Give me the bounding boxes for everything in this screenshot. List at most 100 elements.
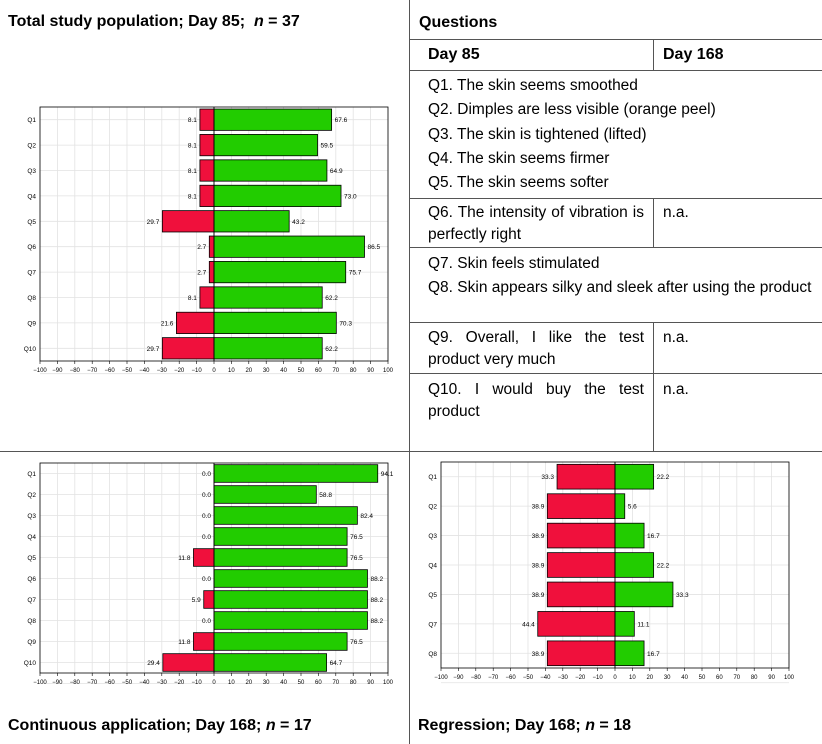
data-label-positive-q2: 58.8	[319, 492, 332, 499]
x-tick-label: 90	[367, 680, 374, 686]
category-label-q7: Q7	[27, 270, 36, 277]
x-tick-label: −100	[33, 680, 47, 686]
data-label-positive-q1: 22.2	[657, 474, 670, 481]
x-tick-label: −40	[139, 368, 150, 374]
bar-positive-q4	[213, 527, 348, 546]
x-tick-label: 70	[733, 675, 740, 681]
data-label-positive-q4: 22.2	[657, 563, 670, 570]
bar-positive-q4	[614, 552, 655, 578]
x-tick-label: −100	[33, 368, 47, 374]
question-q8: Q8. Skin appears silky and sleek after u…	[428, 279, 812, 296]
data-label-positive-q3: 82.4	[360, 513, 373, 520]
x-tick-label: −30	[157, 368, 168, 374]
category-label-q6: Q6	[27, 576, 36, 583]
x-tick-label: −50	[523, 675, 534, 681]
x-tick-label: 100	[383, 368, 394, 374]
bar-positive-q4	[213, 184, 342, 207]
x-tick-label: 100	[383, 680, 394, 686]
x-tick-label: −40	[540, 675, 551, 681]
data-label-negative-q4: 0.0	[202, 534, 211, 541]
question-q10: Q10. I would buy the test product	[428, 381, 644, 420]
data-label-negative-q6: 0.0	[202, 576, 211, 583]
table-col-rule	[653, 322, 654, 451]
x-tick-label: −10	[593, 675, 604, 681]
data-label-negative-q8: 0.0	[202, 618, 211, 625]
data-label-positive-q10: 62.2	[325, 346, 338, 353]
category-label-q2: Q2	[428, 504, 437, 511]
x-tick-label: 30	[263, 680, 270, 686]
data-label-positive-q5: 33.3	[676, 592, 689, 599]
data-label-negative-q3: 38.9	[532, 533, 545, 540]
x-tick-label: 10	[228, 680, 235, 686]
question-q7: Q7. Skin feels stimulated	[428, 255, 600, 272]
table-col-rule	[653, 198, 654, 247]
data-label-positive-q7: 75.7	[349, 270, 362, 277]
bar-negative-q10	[162, 653, 215, 672]
x-tick-label: 90	[768, 675, 775, 681]
bar-positive-q5	[213, 548, 348, 567]
category-label-q2: Q2	[27, 143, 36, 150]
bar-positive-q7	[614, 611, 635, 637]
table-col-rule	[653, 40, 654, 70]
data-label-positive-q4: 73.0	[344, 193, 357, 200]
bar-positive-q5	[213, 210, 290, 233]
bar-positive-q1	[213, 464, 379, 483]
x-tick-label: 60	[315, 368, 322, 374]
col-day85-header: Day 85	[428, 46, 480, 63]
x-tick-label: −20	[174, 680, 185, 686]
question-q5: Q5. The skin seems softer	[428, 174, 609, 191]
x-tick-label: 70	[332, 368, 339, 374]
bar-negative-q4	[546, 552, 616, 578]
bar-negative-q9	[176, 311, 215, 334]
x-tick-label: 20	[245, 680, 252, 686]
data-label-positive-q2: 59.5	[321, 143, 334, 150]
data-label-negative-q1: 0.0	[202, 471, 211, 478]
x-tick-label: 80	[350, 680, 357, 686]
data-label-negative-q10: 29.4	[147, 660, 160, 667]
x-tick-label: 50	[699, 675, 706, 681]
x-tick-label: −80	[471, 675, 482, 681]
x-tick-label: −70	[87, 680, 98, 686]
bar-positive-q7	[213, 590, 368, 609]
table-rule	[409, 39, 822, 40]
bar-negative-q2	[546, 493, 616, 519]
x-tick-label: 90	[367, 368, 374, 374]
bar-negative-q8	[199, 286, 215, 309]
data-label-negative-q7: 2.7	[197, 270, 206, 277]
x-tick-label: 50	[298, 680, 305, 686]
question-q2: Q2. Dimples are less visible (orange pee…	[428, 101, 716, 118]
questions-title: Questions	[419, 14, 498, 31]
category-label-q8: Q8	[27, 618, 36, 625]
table-rule	[409, 247, 822, 248]
bar-positive-q8	[213, 286, 323, 309]
x-tick-label: 40	[681, 675, 688, 681]
data-label-negative-q6: 2.7	[197, 244, 206, 251]
x-tick-label: 70	[332, 680, 339, 686]
x-tick-label: 100	[784, 675, 795, 681]
col-day168-header: Day 168	[663, 46, 724, 63]
bar-positive-q3	[614, 522, 645, 549]
data-label-negative-q5: 11.8	[178, 555, 191, 562]
category-label-q5: Q5	[428, 592, 437, 599]
x-tick-label: −40	[139, 680, 150, 686]
data-label-negative-q2: 8.1	[188, 143, 197, 150]
top-left-panel-title: Total study population; Day 85; n = 37	[8, 13, 300, 30]
question-q3: Q3. The skin is tightened (lifted)	[428, 126, 647, 143]
bar-negative-q5	[161, 210, 215, 233]
data-label-negative-q1: 8.1	[188, 117, 197, 124]
x-tick-label: −30	[558, 675, 569, 681]
data-label-negative-q2: 38.9	[532, 504, 545, 511]
category-label-q1: Q1	[27, 471, 36, 478]
question-q1: Q1. The skin seems smoothed	[428, 77, 638, 94]
bar-negative-q7	[208, 261, 215, 284]
table-rule	[409, 70, 822, 71]
data-label-negative-q2: 0.0	[202, 492, 211, 499]
bar-negative-q7	[537, 611, 616, 637]
bar-positive-q7	[213, 261, 347, 284]
bar-negative-q8	[546, 640, 616, 667]
x-tick-label: −50	[122, 368, 133, 374]
category-label-q5: Q5	[27, 219, 36, 226]
bar-positive-q3	[213, 159, 328, 182]
x-tick-label: −50	[122, 680, 133, 686]
chart-total-day85: 8.1 67.6 Q1 8.1 59.5 Q2 8.1 64.9 Q3 8.1 73.0 Q4 29.7…	[24, 106, 394, 375]
